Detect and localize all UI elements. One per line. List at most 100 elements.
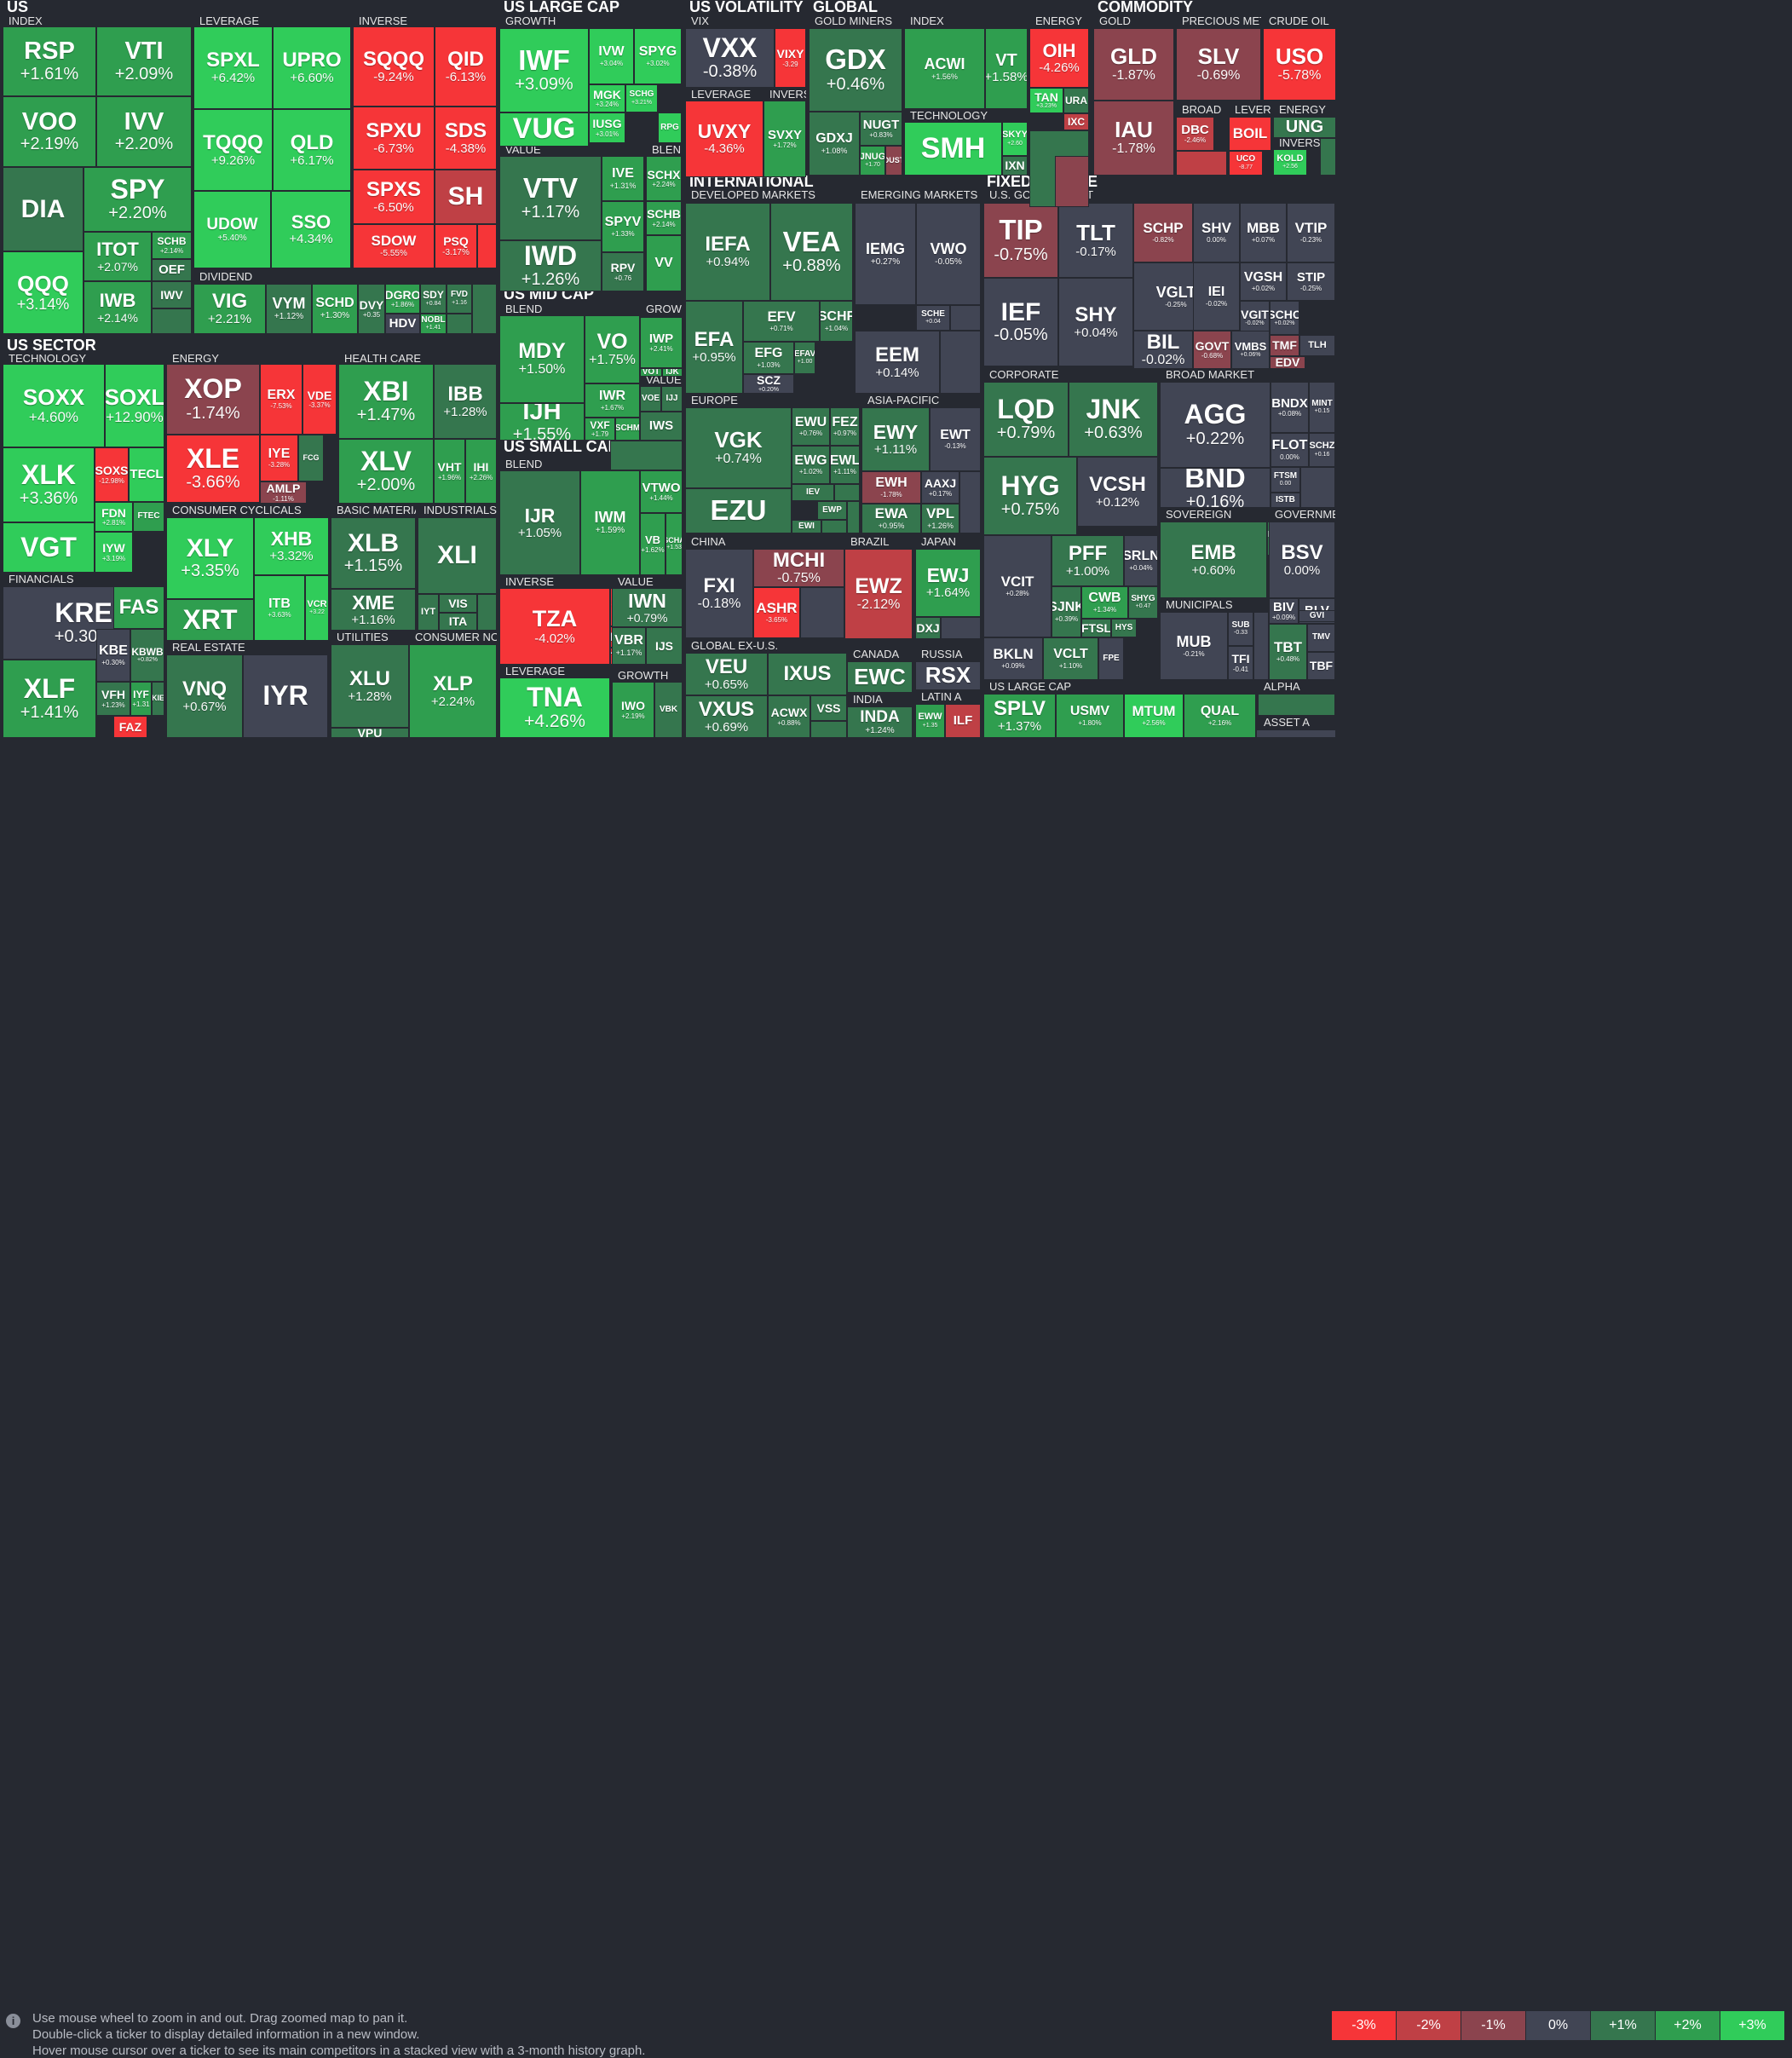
tile-tip[interactable]: TIP -0.75% — [983, 203, 1058, 278]
tile-ixc[interactable]: IXC — [1063, 113, 1089, 130]
tile-mint[interactable]: MINT +0.15 — [1309, 382, 1335, 433]
tile-fxi[interactable]: FXI -0.18% — [685, 549, 753, 638]
tile-dxj[interactable]: DXJ — [915, 617, 941, 639]
tile-vfh[interactable]: VFH +1.23% — [96, 682, 130, 716]
tile-uco[interactable]: UCO -8.77 — [1229, 151, 1263, 176]
tile-stip[interactable]: STIP -0.25% — [1287, 262, 1335, 301]
tile-tmf[interactable]: TMF — [1270, 335, 1299, 356]
tile-tza[interactable]: TZA -4.02% — [499, 588, 610, 665]
tile-xme[interactable]: XME +1.16% — [331, 589, 416, 631]
tile-upro[interactable]: UPRO +6.60% — [273, 26, 351, 109]
tile-ijh[interactable]: IJH +1.55% — [499, 403, 585, 441]
tile-xlf[interactable]: XLF +1.41% — [3, 660, 96, 738]
minor-etf-tile[interactable] — [834, 484, 860, 501]
tile-schb[interactable]: SCHB +2.14% — [646, 201, 682, 235]
tile-iwo[interactable]: IWO +2.19% — [612, 682, 654, 738]
tile-psq[interactable]: PSQ -3.17% — [435, 224, 477, 268]
tile-tna[interactable]: TNA +4.26% — [499, 677, 610, 738]
tile-scha[interactable]: SCHA+1.53 — [666, 513, 683, 575]
minor-etf-tile[interactable] — [152, 308, 192, 334]
minor-etf-tile[interactable] — [810, 721, 847, 738]
tile-vss[interactable]: VSS — [810, 695, 847, 721]
tile-spyg[interactable]: SPYG +3.02% — [634, 28, 682, 84]
tile-xlb[interactable]: XLB +1.15% — [331, 517, 416, 589]
tile-ewz[interactable]: EWZ -2.12% — [844, 549, 913, 639]
tile-vpu[interactable]: VPU — [331, 728, 409, 738]
tile-mgk[interactable]: MGK +3.24% — [589, 84, 625, 112]
tile-vbr[interactable]: VBR +1.17% — [612, 627, 646, 665]
tile-voe[interactable]: VOE — [640, 386, 661, 412]
tile-iwv[interactable]: IWV — [152, 281, 192, 308]
tile-scho[interactable]: SCHO+0.02% — [1270, 301, 1299, 335]
minor-etf-tile[interactable] — [472, 284, 497, 334]
tile-vea[interactable]: VEA +0.88% — [770, 203, 853, 301]
tile-vtv[interactable]: VTV +1.17% — [499, 156, 602, 240]
tile-ewj[interactable]: EWJ +1.64% — [915, 549, 981, 617]
tile-mdy[interactable]: MDY +1.50% — [499, 315, 585, 403]
tile-svxy[interactable]: SVXY +1.72% — [763, 101, 806, 177]
minor-etf-tile[interactable] — [1258, 694, 1335, 716]
tile-efg[interactable]: EFG +1.03% — [743, 342, 794, 374]
tile-biv[interactable]: BIV +0.09% — [1269, 598, 1299, 624]
tile-iwd[interactable]: IWD +1.26% — [499, 240, 602, 291]
tile-iev[interactable]: IEV — [792, 484, 834, 501]
tile-ixus[interactable]: IXUS — [768, 653, 847, 695]
tile-acwx[interactable]: ACWX +0.88% — [768, 695, 810, 738]
tile-sdy[interactable]: SDY +0.84 — [420, 284, 447, 314]
tile-tlh[interactable]: TLH — [1299, 335, 1335, 356]
tile-jnk[interactable]: JNK +0.63% — [1069, 382, 1158, 457]
tile-tecl[interactable]: TECL — [129, 447, 164, 502]
tile-xly[interactable]: XLY +3.35% — [166, 517, 254, 599]
tile-dust[interactable]: DUST — [885, 146, 902, 176]
tile-xrt[interactable]: XRT — [166, 599, 254, 641]
tile-bndx[interactable]: BNDX +0.08% — [1271, 382, 1309, 433]
tile-ewt[interactable]: EWT -0.13% — [930, 407, 981, 471]
tile-kie[interactable]: KIE — [152, 682, 164, 716]
tile-vbk[interactable]: VBK — [654, 682, 683, 738]
tile-iws[interactable]: IWS — [640, 412, 683, 441]
tile-ivv[interactable]: IVV +2.20% — [96, 96, 192, 167]
tile-sqqq[interactable]: SQQQ -9.24% — [353, 26, 435, 107]
tile-ewc[interactable]: EWC — [847, 661, 913, 693]
tile-vb[interactable]: VB +1.62% — [640, 513, 666, 575]
tile-fcg[interactable]: FCG — [298, 435, 324, 481]
tile-agg[interactable]: AGG +0.22% — [1160, 382, 1271, 468]
tile-efv[interactable]: EFV +0.71% — [743, 301, 820, 342]
tile-hdv[interactable]: HDV — [385, 314, 420, 334]
tile-ita[interactable]: ITA — [439, 613, 477, 631]
tile-oef[interactable]: OEF — [152, 259, 192, 281]
tile-uvxy[interactable]: UVXY -4.36% — [685, 101, 763, 177]
tile-bsv[interactable]: BSV 0.00% — [1269, 522, 1335, 598]
tile-usmv[interactable]: USMV +1.80% — [1056, 694, 1124, 738]
tile-ilf[interactable]: ILF — [945, 704, 981, 738]
tile-ewy[interactable]: EWY +1.11% — [861, 407, 930, 471]
tile-srln[interactable]: SRLN +0.04% — [1124, 535, 1158, 586]
tile-jnug[interactable]: JNUG +1.70 — [860, 146, 885, 176]
tile-ashr[interactable]: ASHR -3.65% — [753, 587, 800, 638]
tile-ijr[interactable]: IJR +1.05% — [499, 470, 580, 575]
tile-cwb[interactable]: CWB +1.34% — [1081, 586, 1128, 619]
tile-flot[interactable]: FLOT 0.00% — [1271, 433, 1309, 467]
tile-gld[interactable]: GLD -1.87% — [1093, 28, 1174, 101]
tile-qld[interactable]: QLD +6.17% — [273, 109, 351, 191]
tile-xlv[interactable]: XLV +2.00% — [338, 439, 434, 504]
tile-schd[interactable]: SCHD +1.30% — [312, 284, 358, 334]
tile-tlt[interactable]: TLT -0.17% — [1058, 203, 1133, 278]
tile-ibb[interactable]: IBB +1.28% — [434, 364, 497, 439]
tile-lqd[interactable]: LQD +0.79% — [983, 382, 1069, 457]
tile-soxs[interactable]: SOXS -12.98% — [95, 447, 129, 502]
tile-gdx[interactable]: GDX +0.46% — [809, 28, 902, 112]
tile-dvy[interactable]: DVY +0.35 — [358, 284, 385, 334]
tile-bnd[interactable]: BND +0.16% — [1160, 468, 1271, 508]
tile-hyg[interactable]: HYG +0.75% — [983, 457, 1077, 535]
tile-tbf[interactable]: TBF — [1307, 652, 1335, 680]
minor-etf-tile[interactable] — [800, 587, 844, 638]
tile-fpe[interactable]: FPE — [1098, 637, 1124, 680]
etf-heatmap[interactable]: US US LARGE CAP US VOLATILITY GLOBAL COMMODI… — [0, 0, 1792, 997]
tile-udow[interactable]: UDOW +5.40% — [193, 191, 271, 268]
tile-spxl[interactable]: SPXL +6.42% — [193, 26, 273, 109]
tile-rsx[interactable]: RSX — [915, 661, 981, 690]
tile-qual[interactable]: QUAL +2.16% — [1184, 694, 1256, 738]
tile-iei[interactable]: IEI -0.02% — [1193, 262, 1240, 331]
tile-ewp[interactable]: EWP — [817, 501, 847, 520]
